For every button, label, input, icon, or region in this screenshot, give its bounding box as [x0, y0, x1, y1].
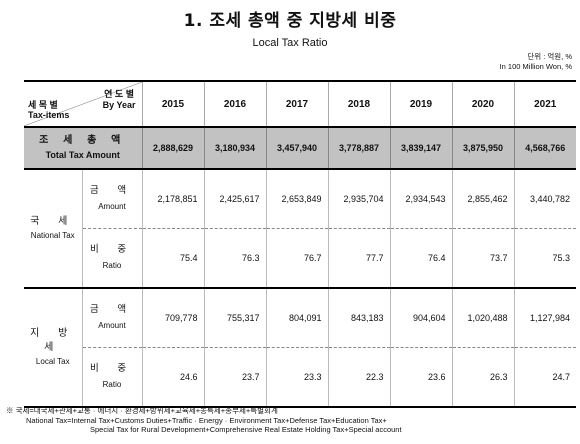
header-year-ko: 연 도 별 — [104, 89, 134, 99]
national-ratio-label-ko: 비 중 — [89, 244, 135, 255]
local-ratio-value: 23.6 — [389, 347, 452, 408]
total-value: 3,839,147 — [389, 127, 452, 170]
year-header: 2015 — [141, 80, 204, 128]
national-ratio-row: 비 중 Ratio 75.4 76.3 76.7 77.7 76.4 73.7 … — [24, 228, 576, 289]
header-item-ko: 세 목 별 — [28, 100, 58, 110]
local-ratio-value: 24.6 — [141, 347, 204, 408]
total-value: 3,457,940 — [265, 127, 328, 170]
total-value: 3,180,934 — [203, 127, 266, 170]
year-header: 2020 — [451, 80, 514, 128]
local-amount-value: 709,778 — [141, 288, 204, 348]
local-amount-value: 843,183 — [327, 288, 390, 348]
header-item-en: Tax-items — [28, 110, 70, 120]
national-amount-value: 2,855,462 — [451, 169, 514, 229]
national-ratio-value: 77.7 — [327, 228, 390, 289]
year-header: 2019 — [389, 80, 452, 128]
national-amount-label-ko: 금 액 — [89, 185, 135, 196]
year-header: 2016 — [203, 80, 266, 128]
unit-note: 단위 : 억원, % In 100 Million Won, % — [500, 52, 572, 72]
unit-note-ko: 단위 : 억원, % — [527, 52, 572, 61]
national-ratio-label-en: Ratio — [102, 261, 122, 270]
page-title: 1. 조세 총액 중 지방세 비중 — [183, 11, 397, 31]
national-amount-label-en: Amount — [98, 202, 126, 211]
local-amount-value: 804,091 — [265, 288, 328, 348]
national-amount-label: 금 액 Amount — [81, 169, 142, 229]
total-label-ko: 조 세 총 액 — [39, 135, 127, 146]
national-ratio-label: 비 중 Ratio — [81, 228, 142, 289]
header-year-en: By Year — [102, 100, 136, 110]
local-amount-label-en: Amount — [98, 321, 126, 330]
footnote: ※ 국세=내국세+관세+교통 · 에너지 · 환경세+방위세+교육세+농특세+종… — [6, 406, 576, 435]
local-tax-label: 지 방 세 Local Tax — [24, 288, 82, 408]
national-amount-value: 2,653,849 — [265, 169, 328, 229]
local-ratio-value: 24.7 — [513, 347, 576, 408]
year-header: 2021 — [513, 80, 576, 128]
national-ratio-value: 75.4 — [141, 228, 204, 289]
local-tax-label-ko: 지 방 세 — [30, 327, 76, 353]
national-amount-value: 2,178,851 — [141, 169, 204, 229]
footnote-line-en-1: National Tax=Internal Tax+Customs Duties… — [26, 415, 387, 425]
local-amount-value: 755,317 — [203, 288, 266, 348]
local-ratio-value: 22.3 — [327, 347, 390, 408]
header-item-label: 세 목 별 Tax-items — [28, 100, 69, 120]
total-value: 4,568,766 — [513, 127, 576, 170]
local-tax-label-en: Local Tax — [35, 356, 70, 366]
national-ratio-value: 76.7 — [265, 228, 328, 289]
local-ratio-label: 비 중 Ratio — [81, 347, 142, 408]
national-tax-label: 국 세 National Tax — [24, 169, 82, 289]
local-ratio-row: 비 중 Ratio 24.6 23.7 23.3 22.3 23.6 26.3 … — [24, 347, 576, 408]
footnote-line-en-2: Special Tax for Rural Development+Compre… — [90, 425, 402, 434]
total-value: 3,875,950 — [451, 127, 514, 170]
local-ratio-label-ko: 비 중 — [89, 363, 135, 374]
local-amount-label-ko: 금 액 — [89, 304, 135, 315]
national-amount-value: 2,934,543 — [389, 169, 452, 229]
local-amount-value: 1,127,984 — [513, 288, 576, 348]
national-amount-row: 국 세 National Tax 금 액 Amount 2,178,851 2,… — [24, 169, 576, 289]
national-amount-value: 2,425,617 — [203, 169, 266, 229]
national-ratio-value: 76.3 — [203, 228, 266, 289]
national-amount-value: 3,440,782 — [513, 169, 576, 229]
local-amount-value: 904,604 — [389, 288, 452, 348]
local-amount-value: 1,020,488 — [451, 288, 514, 348]
national-ratio-value: 75.3 — [513, 228, 576, 289]
total-label: 조 세 총 액 Total Tax Amount — [24, 127, 142, 170]
local-amount-label: 금 액 Amount — [81, 288, 142, 348]
unit-note-en: In 100 Million Won, % — [499, 62, 572, 71]
header-row: 연 도 별 By Year 세 목 별 Tax-items 2015 2016 … — [24, 80, 576, 128]
national-ratio-value: 73.7 — [451, 228, 514, 289]
total-value: 2,888,629 — [141, 127, 204, 170]
local-ratio-label-en: Ratio — [102, 380, 122, 389]
total-label-en: Total Tax Amount — [45, 150, 120, 160]
header-corner-cell: 연 도 별 By Year 세 목 별 Tax-items — [24, 80, 142, 128]
local-ratio-value: 26.3 — [451, 347, 514, 408]
year-header: 2017 — [265, 80, 328, 128]
year-header: 2018 — [327, 80, 390, 128]
national-tax-label-ko: 국 세 — [30, 215, 76, 227]
local-ratio-value: 23.3 — [265, 347, 328, 408]
national-tax-label-en: National Tax — [30, 230, 75, 240]
local-tax-ratio-table: 연 도 별 By Year 세 목 별 Tax-items 2015 2016 … — [24, 80, 576, 408]
page-subtitle: Local Tax Ratio — [252, 37, 328, 49]
local-ratio-value: 23.7 — [203, 347, 266, 408]
national-amount-value: 2,935,704 — [327, 169, 390, 229]
header-year-label: 연 도 별 By Year — [103, 89, 136, 111]
local-amount-row: 지 방 세 Local Tax 금 액 Amount 709,778 755,3… — [24, 288, 576, 408]
national-ratio-value: 76.4 — [389, 228, 452, 289]
total-value: 3,778,887 — [327, 127, 390, 170]
total-row: 조 세 총 액 Total Tax Amount 2,888,629 3,180… — [24, 127, 576, 170]
footnote-line-ko: ※ 국세=내국세+관세+교통 · 에너지 · 환경세+방위세+교육세+농특세+종… — [6, 406, 278, 415]
